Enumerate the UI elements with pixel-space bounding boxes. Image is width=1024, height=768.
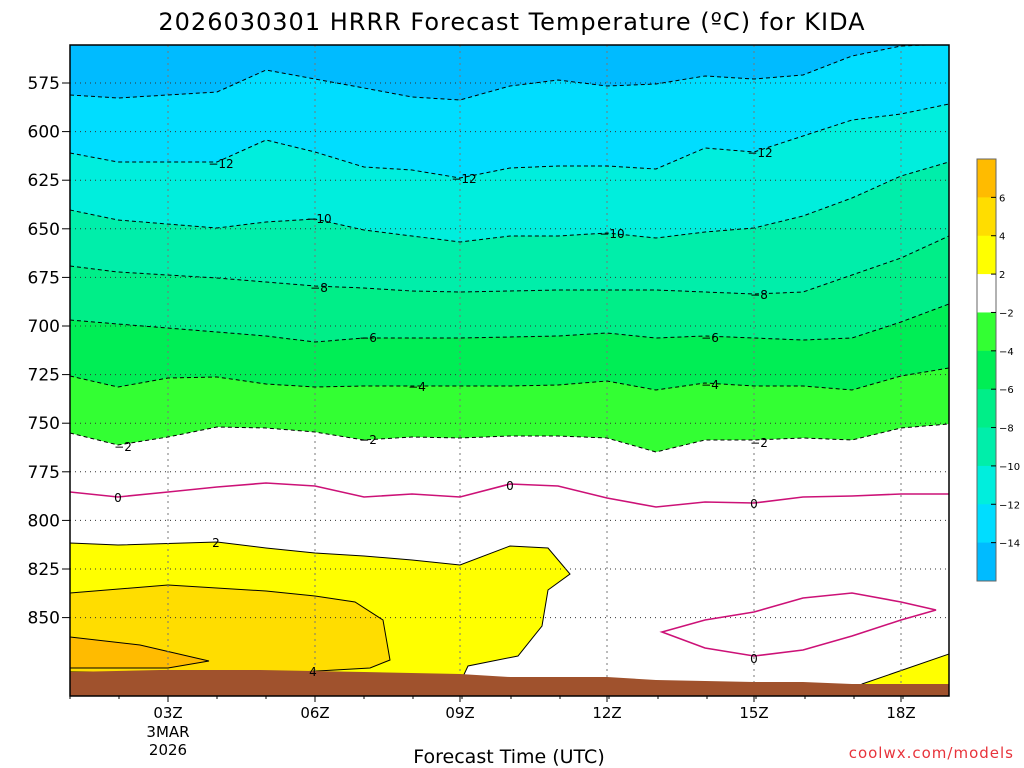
x-tick-label: 15Z [739, 704, 768, 722]
colorbar-tick-label: −2 [999, 308, 1014, 319]
contour-label: −4 [701, 378, 719, 392]
y-tick-label: 575 [28, 74, 60, 94]
colorbar-tick-label: −12 [999, 500, 1020, 511]
contour-label: 4 [309, 665, 317, 679]
colorbar-segment [977, 274, 996, 313]
colorbar-tick-label: 2 [999, 270, 1005, 281]
credit-text: coolwx.com/models [849, 744, 1014, 762]
y-tick-label: 850 [28, 609, 60, 629]
y-tick-label: 600 [28, 123, 60, 143]
y-tick-label: 650 [28, 220, 60, 240]
contour-label: −10 [306, 212, 331, 226]
x-tick-label: 09Z [445, 704, 474, 722]
contour-label: −2 [359, 433, 377, 447]
contour-label: 2 [212, 536, 220, 550]
colorbar-segment [977, 427, 996, 467]
contour-label: −12 [451, 172, 476, 186]
x-tick-label: 12Z [592, 704, 621, 722]
contour-line-negative [70, 235, 949, 295]
plot-frame [69, 44, 950, 697]
band-minus-12 [70, 45, 949, 178]
y-tick-label: 800 [28, 511, 60, 531]
colorbar-segment [977, 312, 996, 352]
x-tick-date-label: 3MAR [146, 723, 189, 741]
contour-label: −4 [408, 380, 426, 394]
colorbar-segment [977, 542, 996, 582]
x-tick-label: 03Z [153, 704, 182, 722]
colorbar-segment [977, 235, 996, 275]
colorbar-tick-label: −10 [999, 462, 1020, 473]
colorbar-segment [977, 465, 996, 505]
contour-label: −6 [701, 331, 719, 345]
contour-label: 0 [750, 497, 758, 511]
contour-label: −8 [750, 288, 768, 302]
ground-terrain [70, 670, 949, 696]
y-tick-label: 750 [28, 414, 60, 434]
contour-label: 0 [506, 479, 514, 493]
colorbar-segment [977, 159, 996, 198]
contour-line-negative [70, 45, 938, 101]
temperature-fill-bands [70, 45, 949, 696]
x-tick-label: 18Z [886, 704, 915, 722]
x-axis-label: Forecast Time (UTC) [413, 746, 604, 768]
y-axis-ticks: 575 600 625 650 675 700 725 750 775 800 825 850 [28, 74, 70, 629]
colorbar-segment [977, 350, 996, 390]
contour-label: −2 [114, 440, 132, 454]
contour-label: −6 [359, 331, 377, 345]
contour-label: −12 [747, 146, 772, 160]
contour-label: −10 [599, 227, 624, 241]
contour-line-negative [70, 161, 949, 243]
freezing-line-contour [70, 482, 949, 508]
contour-line-negative [70, 103, 949, 179]
plot-area [70, 45, 949, 696]
x-tick-year-label: 2026 [149, 741, 187, 759]
colorbar-tick-label: 4 [999, 232, 1005, 243]
contour-label: 0 [750, 652, 758, 666]
colorbar-tick-label: −8 [999, 424, 1014, 435]
colorbar-segment [977, 197, 996, 237]
chart-title: 2026030301 HRRR Forecast Temperature (ºC… [158, 8, 865, 36]
contour-label: 0 [114, 491, 122, 505]
grid-lines [70, 45, 949, 696]
colorbar-tick-label: −14 [999, 539, 1020, 550]
y-tick-label: 700 [28, 317, 60, 337]
y-tick-label: 625 [28, 171, 60, 191]
freezing-line-closed [659, 592, 937, 657]
colorbar-tick-label: −6 [999, 385, 1014, 396]
y-tick-label: 675 [28, 268, 60, 288]
colorbar-frame [976, 158, 997, 582]
contour-lines [70, 45, 949, 657]
band-plus-6 [70, 636, 210, 669]
contour-labels: −12 −12 −12 −10 −10 −8 −8 −6 −6 −4 −4 −2 −2 −2 0 0 0 0 2 4 [114, 146, 773, 679]
band-minus-14 [70, 45, 949, 100]
colorbar-tick-label: 6 [999, 193, 1005, 204]
colorbar-tick-label: −4 [999, 347, 1014, 358]
y-tick-label: 825 [28, 560, 60, 580]
colorbar-segment [977, 504, 996, 544]
contour-label: −2 [750, 436, 768, 450]
colorbar-legend: 6 4 2 −2 −4 −6 −8 −10 −12 −14 [976, 158, 1020, 582]
x-tick-label: 06Z [300, 704, 329, 722]
contour-line-negative [70, 367, 949, 391]
colorbar-segment [977, 389, 996, 429]
contour-label: −12 [208, 157, 233, 171]
y-tick-label: 725 [28, 366, 60, 386]
contour-line-negative [70, 423, 949, 453]
contour-label: −8 [310, 281, 328, 295]
y-tick-label: 775 [28, 463, 60, 483]
contour-line-negative [70, 303, 949, 343]
